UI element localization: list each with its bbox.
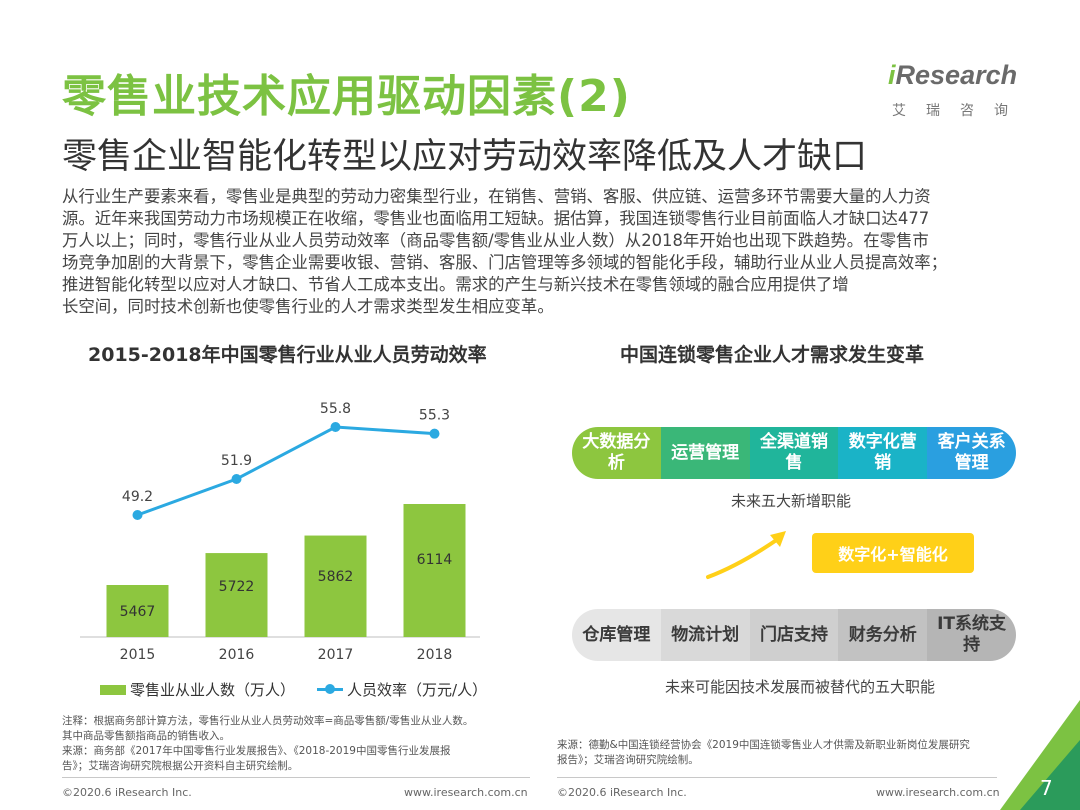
chart-title: 2015-2018年中国零售行业从业人员劳动效率 bbox=[88, 344, 487, 366]
bar-value-label: 6114 bbox=[417, 552, 453, 568]
new-role-digital-marketing: 数字化营销 bbox=[838, 427, 928, 479]
x-tick-label: 2018 bbox=[417, 647, 453, 663]
bar bbox=[403, 504, 466, 637]
chart-note: 注释：根据商务部计算方法，零售行业从业人员劳动效率=商品零售额/零售业从业人数。… bbox=[62, 714, 542, 774]
old-role-it: IT系统支持 bbox=[927, 609, 1016, 661]
logo-wordmark: iResearch bbox=[888, 60, 1018, 90]
x-tick-label: 2015 bbox=[120, 647, 156, 663]
bar bbox=[106, 585, 169, 637]
transform-badge: 数字化+智能化 bbox=[812, 533, 974, 573]
iresearch-logo: iResearch 艾瑞咨询 bbox=[888, 60, 1028, 120]
chart-legend: 零售业从业人数（万人） 人员效率（万元/人） bbox=[100, 679, 487, 700]
legend-bar-swatch bbox=[100, 684, 126, 695]
replaced-roles-bar: 仓库管理 物流计划 门店支持 财务分析 IT系统支持 bbox=[572, 609, 1016, 661]
page-title: 零售业技术应用驱动因素(2) bbox=[62, 71, 631, 122]
bar-value-label: 5467 bbox=[120, 604, 156, 620]
old-role-logistics: 物流计划 bbox=[660, 609, 750, 661]
new-roles-bar: 大数据分析 运营管理 全渠道销售 数字化营销 客户关系管理 bbox=[572, 427, 1016, 479]
footer-copyright-right: ©2020.6 iResearch Inc. bbox=[557, 786, 687, 799]
new-role-big-data: 大数据分析 bbox=[572, 427, 661, 479]
note-line: 告》；艾瑞咨询研究院根据公开资料自主研究绘制。 bbox=[62, 760, 299, 772]
line-value-label: 55.3 bbox=[419, 408, 450, 424]
source-line: 来源：德勤&中国连锁经营协会《2019中国连锁零售业人才供需及新职业新岗位发展研… bbox=[557, 739, 970, 751]
old-role-store-support: 门店支持 bbox=[749, 609, 839, 661]
note-line: 来源：商务部《2017年中国零售行业发展报告》、《2018-2019中国零售行业… bbox=[62, 745, 451, 757]
footer-copyright-left: ©2020.6 iResearch Inc. bbox=[62, 786, 192, 799]
replaced-roles-caption: 未来可能因技术发展而被替代的五大职能 bbox=[665, 678, 936, 696]
note-line: 其中商品零售额指商品的销售收入。 bbox=[62, 730, 230, 742]
x-tick-label: 2017 bbox=[318, 647, 354, 663]
line-value-label: 49.2 bbox=[122, 489, 153, 505]
body-paragraph: 从行业生产要素来看，零售业是典型的劳动力密集型行业，在销售、营销、客服、供应链、… bbox=[62, 186, 1022, 318]
footer-url-left: www.iresearch.com.cn bbox=[404, 786, 528, 799]
corner-decoration bbox=[1000, 700, 1080, 810]
efficiency-line bbox=[136, 425, 435, 517]
line-point bbox=[429, 428, 440, 439]
page-number: 7 bbox=[1040, 776, 1053, 800]
footer-divider-left bbox=[62, 777, 530, 778]
x-tick-label: 2016 bbox=[219, 647, 255, 663]
legend-line-swatch bbox=[317, 684, 344, 694]
note-line: 注释：根据商务部计算方法，零售行业从业人员劳动效率=商品零售额/零售业从业人数。 bbox=[62, 715, 474, 727]
new-role-crm: 客户关系管理 bbox=[927, 427, 1016, 479]
body-line: 源。近年来我国劳动力市场规模正在收缩，零售业也面临用工短缺。据估算，我国连锁零售… bbox=[62, 209, 930, 228]
upward-arrow-icon bbox=[706, 531, 786, 579]
labor-efficiency-chart: 5467 2015 5722 2016 5862 2017 6114 2018 49.2 51.9… bbox=[80, 401, 480, 663]
line-point bbox=[330, 422, 341, 432]
old-role-finance: 财务分析 bbox=[838, 609, 928, 661]
source-line: 报告》；艾瑞咨询研究院绘制。 bbox=[557, 754, 699, 766]
logo-chinese: 艾瑞咨询 bbox=[892, 103, 1028, 119]
line-point bbox=[132, 510, 143, 520]
bar-value-label: 5862 bbox=[318, 569, 354, 585]
footer-url-right: www.iresearch.com.cn bbox=[876, 786, 1000, 799]
page-subtitle: 零售企业智能化转型以应对劳动效率降低及人才缺口 bbox=[62, 137, 868, 177]
legend-line-label: 人员效率（万元/人） bbox=[347, 681, 488, 699]
new-role-operations: 运营管理 bbox=[660, 427, 750, 479]
footer-divider-right bbox=[557, 777, 997, 778]
line-point bbox=[231, 474, 242, 484]
body-line: 万人以上；同时，零售行业从业人员劳动效率（商品零售额/零售业从业人数）从2018… bbox=[62, 231, 929, 250]
old-role-warehouse: 仓库管理 bbox=[572, 609, 661, 661]
new-role-omnichannel: 全渠道销售 bbox=[749, 427, 839, 479]
line-value-label: 51.9 bbox=[221, 453, 252, 469]
bar bbox=[304, 535, 367, 637]
diagram-title: 中国连锁零售企业人才需求发生变革 bbox=[620, 344, 925, 366]
legend-bar-label: 零售业从业人数（万人） bbox=[130, 681, 296, 699]
body-line: 从行业生产要素来看，零售业是典型的劳动力密集型行业，在销售、营销、客服、供应链、… bbox=[62, 187, 931, 206]
diagram-source: 来源：德勤&中国连锁经营协会《2019中国连锁零售业人才供需及新职业新岗位发展研… bbox=[557, 738, 1037, 768]
body-line: 长空间，同时技术创新也使零售行业的人才需求类型发生相应变革。 bbox=[62, 297, 554, 316]
bar-value-label: 5722 bbox=[219, 579, 255, 595]
body-line: 推进智能化转型以应对人才缺口、节省人工成本支出。需求的产生与新兴技术在零售领域的… bbox=[62, 275, 849, 294]
bar bbox=[205, 553, 268, 637]
body-line: 场竞争加剧的大背景下，零售企业需要收银、营销、客服、门店管理等多领域的智能化手段… bbox=[62, 253, 948, 272]
line-value-label: 55.8 bbox=[320, 401, 351, 417]
new-roles-caption: 未来五大新增职能 bbox=[731, 492, 852, 510]
